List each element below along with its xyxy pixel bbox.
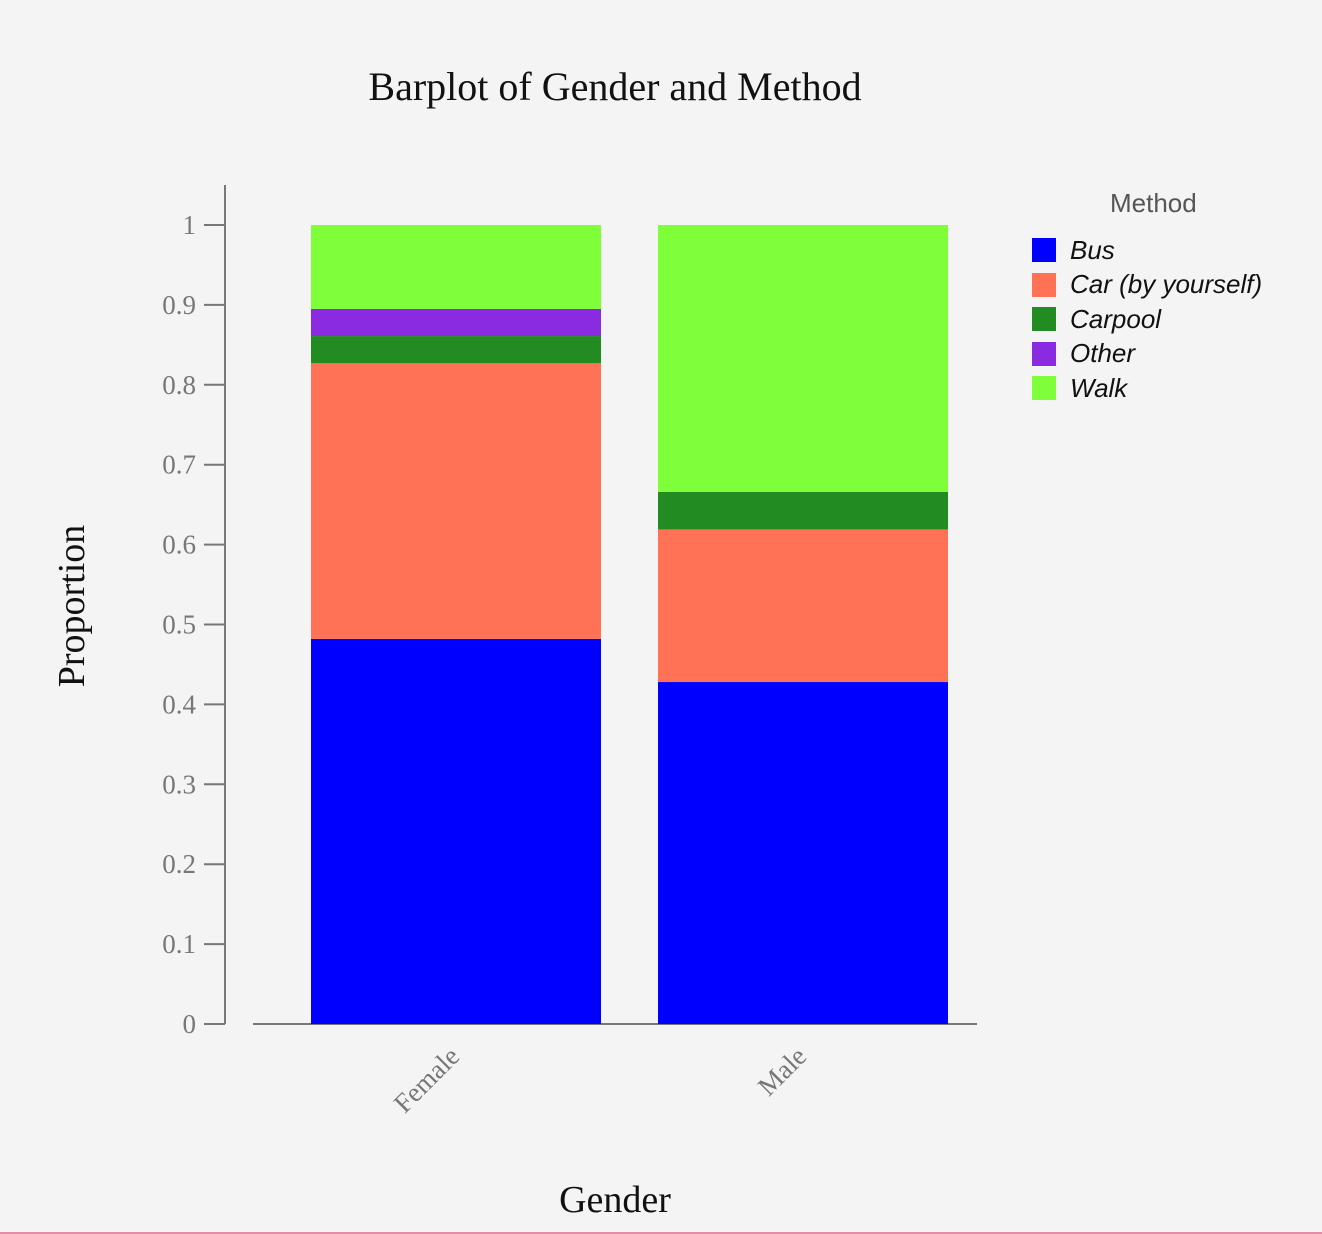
y-tick-label: 0.3	[162, 769, 196, 799]
legend-label: Carpool	[1070, 303, 1162, 334]
legend-swatch	[1032, 272, 1056, 297]
x-axis-label: Gender	[559, 1179, 671, 1221]
bar-segment-female-car-by-yourself	[311, 363, 601, 639]
bar-segment-male-carpool	[658, 491, 948, 530]
legend-label: Other	[1070, 338, 1136, 369]
legend-label: Bus	[1070, 234, 1115, 265]
legend-title: Method	[1110, 188, 1197, 218]
legend-swatch	[1032, 307, 1056, 332]
legend-swatch	[1032, 238, 1056, 263]
legend-item: Carpool	[1032, 302, 1262, 337]
legend-label: Walk	[1070, 372, 1128, 403]
legend-item: Other	[1032, 337, 1262, 372]
bar-segment-female-carpool	[311, 336, 601, 364]
bar-segment-male-walk	[658, 225, 948, 492]
y-tick-label: 1	[183, 210, 197, 240]
bar-segment-male-car-by-yourself	[658, 529, 948, 683]
y-tick-label: 0.2	[162, 849, 196, 879]
bar-segment-female-walk	[311, 225, 601, 309]
y-tick-label: 0.6	[162, 530, 196, 560]
legend-item: Bus	[1032, 233, 1262, 268]
y-axis-label: Proportion	[51, 525, 93, 688]
y-tick-label: 0.4	[162, 689, 196, 719]
legend-item: Walk	[1032, 371, 1262, 406]
x-tick-label-male: Male	[752, 1041, 812, 1101]
legend-swatch	[1032, 341, 1056, 366]
y-tick-label: 0.9	[162, 290, 196, 320]
y-tick-label: 0.8	[162, 370, 196, 400]
chart-title: Barplot of Gender and Method	[368, 64, 861, 109]
y-tick-label: 0.1	[162, 929, 196, 959]
y-tick-label: 0.5	[162, 610, 196, 640]
bar-segment-female-other	[311, 308, 601, 337]
x-tick-label-female: Female	[388, 1041, 465, 1118]
y-tick-label: 0.7	[162, 450, 196, 480]
legend: Method Bus Car (by yourself) Carpool Other W…	[1032, 188, 1262, 406]
legend-label: Car (by yourself)	[1070, 269, 1263, 300]
bar-segment-male-bus	[658, 682, 948, 1024]
y-tick-label: 0	[183, 1009, 197, 1039]
bottom-border	[0, 1232, 1322, 1234]
legend-item: Car (by yourself)	[1032, 268, 1262, 303]
legend-swatch	[1032, 376, 1056, 401]
bar-segment-female-bus	[311, 638, 601, 1024]
